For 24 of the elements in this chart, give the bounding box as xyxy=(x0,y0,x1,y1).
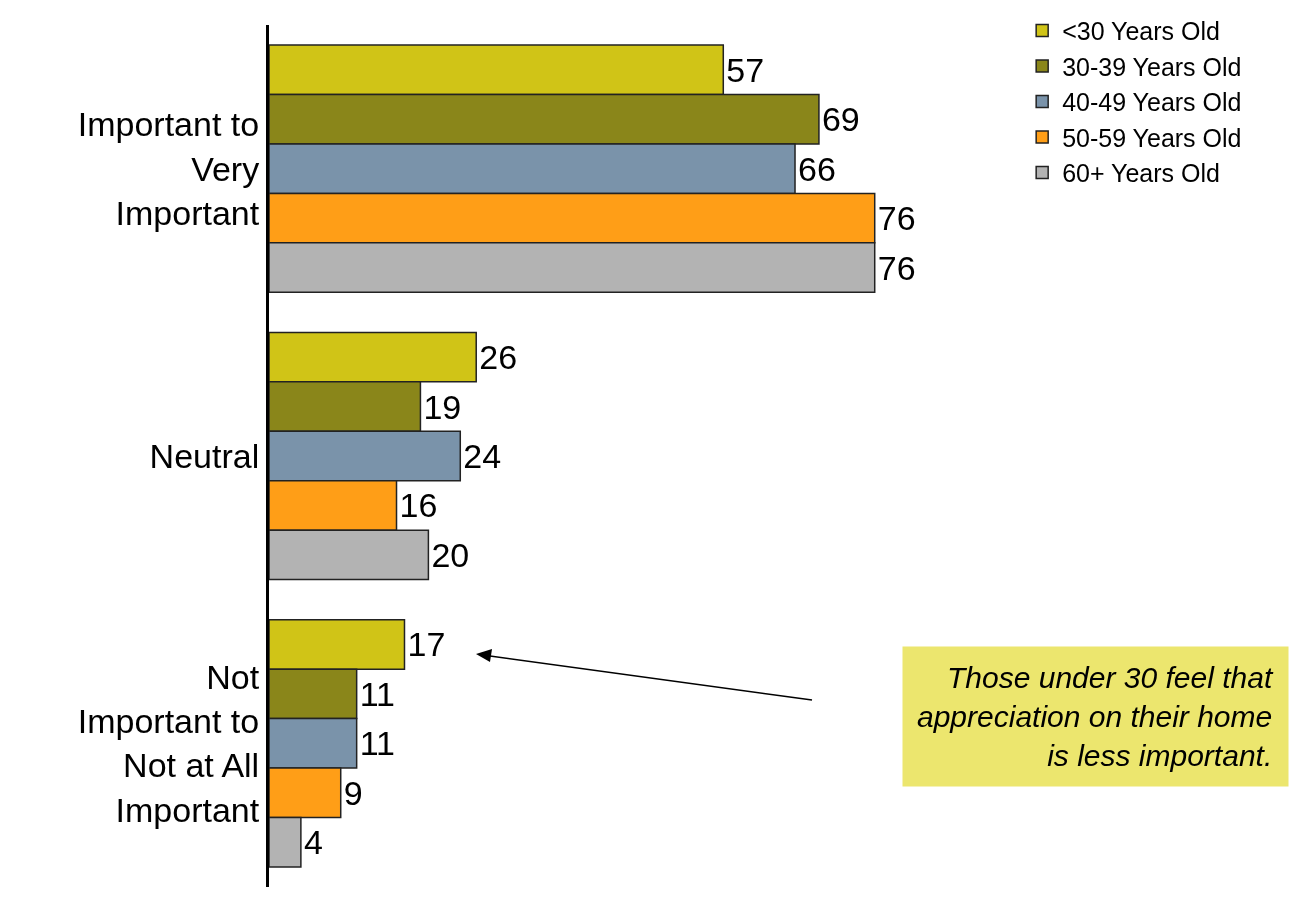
data-label: 20 xyxy=(431,535,470,574)
data-label: 11 xyxy=(359,674,395,713)
text: Those under 30 feel that appreciation on their home is less important. xyxy=(917,661,1274,772)
legend-label: 60+ Years Old xyxy=(1062,159,1220,188)
legend-label: 50-59 Years Old xyxy=(1062,123,1242,152)
data-label: 11 xyxy=(359,724,395,763)
y-tick-label: Important to Very Important xyxy=(77,105,260,232)
legend-label: 40-49 Years Old xyxy=(1062,88,1242,117)
data-label: 76 xyxy=(877,199,916,238)
legend-label: <30 Years Old xyxy=(1062,17,1220,46)
data-label: 17 xyxy=(407,625,446,664)
data-label: 19 xyxy=(423,387,462,426)
y-tick-label: Neutral xyxy=(149,436,260,475)
data-label: 76 xyxy=(877,248,916,287)
data-label: 69 xyxy=(821,100,860,139)
data-label: 24 xyxy=(463,437,502,475)
legend-label: 30-39 Years Old xyxy=(1062,52,1242,81)
data-label: 26 xyxy=(479,338,518,377)
y-tick-label: Not Important to Not at All Important xyxy=(77,657,260,829)
data-label: 66 xyxy=(798,149,836,188)
data-label: 9 xyxy=(343,773,363,812)
data-label: 57 xyxy=(726,50,765,89)
data-label: 16 xyxy=(399,486,438,525)
data-label: 4 xyxy=(303,823,323,862)
